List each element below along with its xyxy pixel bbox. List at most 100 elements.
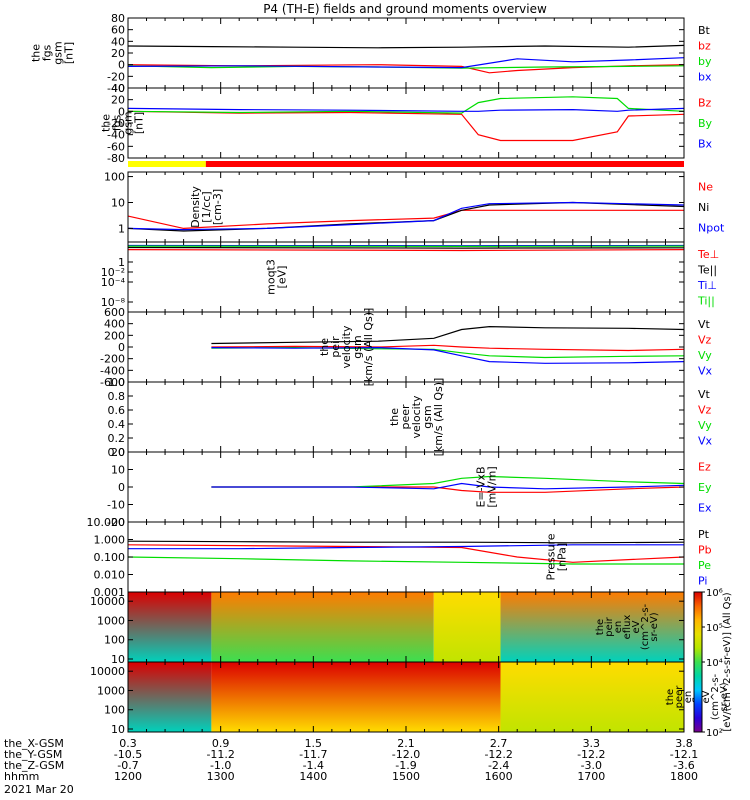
series-Pt [127, 540, 685, 544]
x-axis-row-label: 1800 [670, 770, 698, 783]
legend-entry: by [698, 55, 712, 68]
y-axis-label: the [30, 44, 43, 62]
series-Vx [211, 346, 685, 364]
legend-entry: By [698, 117, 713, 130]
y-tick-label: 10 [111, 464, 125, 477]
y-tick-label: 80 [111, 12, 125, 25]
legend-entry: Vz [698, 333, 712, 346]
y-tick-label: 0.4 [108, 418, 126, 431]
x-axis-row-label: -12.2 [484, 748, 512, 761]
x-axis-row-label: 3.3 [583, 737, 601, 750]
series-By [127, 96, 685, 114]
y-axis-label: E=-VxB [475, 466, 488, 507]
y-axis-label: gsm [421, 405, 434, 428]
legend-entry: bx [698, 70, 712, 83]
panel-frame [127, 87, 685, 159]
y-axis-label: the [665, 689, 676, 705]
y-tick-label: 200 [104, 329, 125, 342]
x-axis-row-label: 1700 [577, 770, 605, 783]
x-axis-row-label: -0.7 [117, 759, 138, 772]
x-axis-row-label: -1.0 [210, 759, 231, 772]
panel-frame [127, 241, 685, 313]
y-axis-label: en [613, 621, 624, 634]
y-tick-label: 1 [118, 222, 125, 235]
y-tick-label: -20 [107, 70, 125, 83]
y-tick-label: 20 [111, 446, 125, 459]
y-tick-label: 40 [111, 35, 125, 48]
series-Pb [127, 544, 685, 563]
y-axis-label: eV [701, 690, 712, 703]
panel-10: 10100100010000thepeerenefluxeV(cm^2-s-sr… [90, 661, 730, 736]
legend-entry: Vt [698, 318, 711, 331]
y-axis-label: peir [604, 616, 615, 636]
legend-entry: Pe [698, 559, 711, 572]
y-axis-label: eV [631, 620, 642, 633]
y-tick-label: -20 [107, 117, 125, 130]
x-axis-row-label: 0.9 [212, 737, 230, 750]
x-axis-row-name: the_Z-GSM [4, 759, 64, 772]
x-axis-annotation: the_X-GSM 0.3 0.9 1.5 2.1 2.7 3.3 3.8 the_Y-GSM -… [4, 737, 698, 796]
y-tick-label: 10⁻⁴ [101, 276, 126, 289]
y-axis-label: fgs [41, 44, 54, 61]
x-axis-row-label: 3.8 [675, 737, 693, 750]
x-axis-row-name: the_Y-GSM [4, 748, 62, 761]
x-axis-row-label: 1500 [392, 770, 420, 783]
y-axis-label: gsm [122, 111, 135, 134]
y-tick-label: 400 [104, 318, 125, 331]
series-Pi [128, 544, 684, 550]
y-axis-label: [km/s (All Qs)] [362, 308, 375, 387]
heatmap-column [500, 662, 684, 732]
legend-entry: Vy [698, 349, 712, 362]
x-axis-row-label: 1200 [114, 770, 142, 783]
heatmap-column [433, 592, 501, 662]
legend-entry: Bz [698, 96, 712, 109]
x-axis-row-label: -11.2 [206, 748, 234, 761]
y-axis-label: Pressure [545, 533, 558, 580]
y-tick-label: 1.0 [108, 376, 126, 389]
y-axis-label: eflux [622, 615, 633, 640]
legend-entry: Pb [698, 543, 712, 556]
y-tick-label: 10 [111, 653, 125, 666]
y-axis-label: peir [329, 336, 342, 358]
y-tick-label: 0.001 [94, 586, 126, 599]
panel-7: -20 -10 0 10 20 E=-VxB[mV/m] Ez Ey Ex [107, 446, 712, 529]
series-bx [127, 57, 685, 69]
legend-entry: Te⊥ [697, 248, 719, 261]
y-axis-label: [km/s (All Qs)] [432, 378, 445, 457]
y-tick-label: 10 [111, 197, 125, 210]
series-Bt [127, 44, 685, 49]
panel-3: 1 10 100 Density[1/cc][cm-3] Ne Ni Npot [104, 171, 725, 243]
colorbar-tick-label: 10⁴ [706, 658, 723, 669]
x-axis-row-label: -12.2 [577, 748, 605, 761]
y-tick-label: 0.2 [108, 432, 126, 445]
y-tick-label: 20 [111, 94, 125, 107]
y-axis-label: [nT] [63, 42, 76, 64]
legend-entry: Pi [698, 574, 707, 587]
y-axis-label: [eV] [276, 266, 289, 289]
legend-entry: Vx [698, 434, 713, 447]
x-axis-row-label: -1.4 [303, 759, 324, 772]
y-tick-label: -60 [107, 140, 125, 153]
series-Bz [127, 110, 685, 142]
y-axis-label: [mV/m] [486, 466, 499, 507]
x-axis-row-label: 1.5 [305, 737, 323, 750]
legend-entry: Vy [698, 419, 712, 432]
x-axis-row-label: 2.7 [490, 737, 508, 750]
y-tick-label: 0 [118, 105, 125, 118]
plot-title: P4 (TH-E) fields and ground moments over… [263, 2, 547, 16]
legend-entry: Ey [698, 481, 712, 494]
series-Te [127, 249, 685, 252]
heatmap-column [128, 592, 212, 662]
y-tick-label: 0 [118, 59, 125, 72]
x-axis-row-label: -1.9 [395, 759, 416, 772]
y-axis-label: peer [674, 685, 685, 709]
y-axis-label: (cm^2-s- [710, 673, 721, 720]
legend-entry: Ne [698, 180, 713, 193]
y-axis-label: sr-eV) [649, 612, 660, 641]
y-tick-label: -600 [100, 376, 125, 389]
x-axis-row-label: 2.1 [397, 737, 415, 750]
y-tick-label: -20 [107, 516, 125, 529]
y-axis-label: sr-eV) [719, 682, 730, 711]
